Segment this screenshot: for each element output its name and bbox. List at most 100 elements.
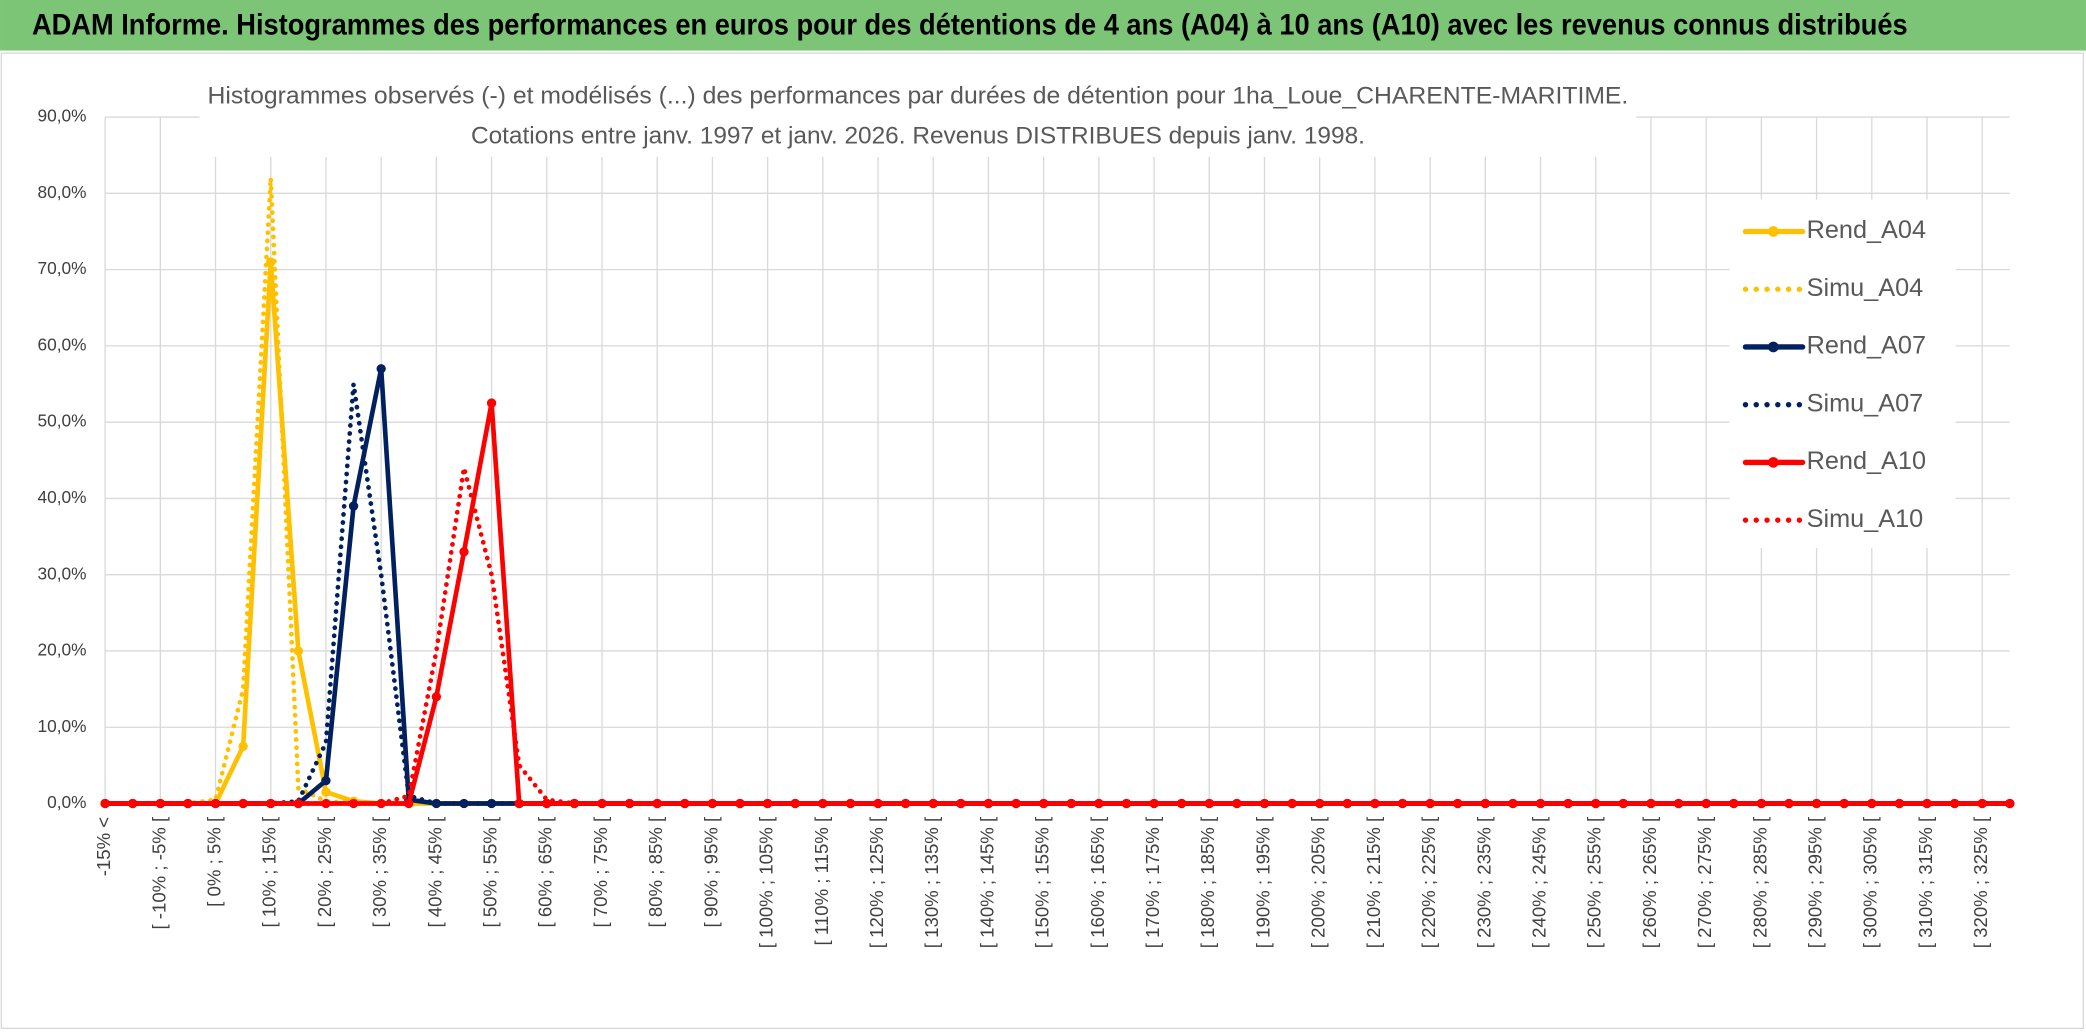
x-tick-label: [ 300% ; 305% [ [1860, 816, 1881, 948]
x-tick-label: [ 210% ; 215% [ [1363, 816, 1384, 948]
x-tick-label: [ 70% ; 75% [ [590, 816, 611, 928]
point [210, 798, 221, 809]
point [1039, 798, 1049, 809]
x-tick-label: [ 310% ; 315% [ [1915, 816, 1936, 948]
x-tick-label: [ 130% ; 135% [ [921, 816, 942, 948]
chart-border [0, 52, 2084, 1030]
x-tick-label: [ 190% ; 195% [ [1252, 816, 1273, 948]
legend-marker [1768, 457, 1779, 468]
x-tick-label: [ 50% ; 55% [ [480, 816, 501, 928]
x-tick-label: -15% < [93, 817, 114, 876]
x-tick-label: [ 270% ; 275% [ [1694, 816, 1715, 948]
legend-label: Simu_A07 [1807, 389, 1924, 417]
legend-label: Simu_A04 [1807, 274, 1924, 302]
point [1867, 798, 1877, 809]
legend-marker [1768, 226, 1779, 237]
x-tick-label: [ 80% ; 85% [ [645, 816, 666, 928]
point [1729, 798, 1739, 809]
x-tick-label: [ 170% ; 175% [ [1142, 816, 1163, 948]
header-title: ADAM Informe. Histogrammes des performan… [32, 9, 1908, 41]
x-tick-label: [ 220% ; 225% [ [1418, 816, 1439, 948]
point [1177, 798, 1187, 809]
point [486, 798, 497, 809]
x-tick-label: [ 250% ; 255% [ [1584, 816, 1605, 948]
x-tick-label: [ 30% ; 35% [ [369, 816, 390, 928]
x-tick-label: [ 240% ; 245% [ [1528, 816, 1549, 948]
x-tick-label: [ 100% ; 105% [ [756, 816, 777, 948]
point [514, 798, 524, 809]
point [762, 798, 773, 809]
x-tick-label: [ 90% ; 95% [ [700, 816, 721, 928]
series-line [102, 381, 2013, 806]
point [459, 547, 469, 557]
x-tick-label: [ 110% ; 115% [ [811, 816, 832, 945]
x-tick-label: [ 260% ; 265% [ [1639, 816, 1660, 948]
x-tick-label: [ 0% ; 5% [ [203, 816, 224, 907]
y-tick-label: 70,0% [37, 258, 86, 278]
point [486, 398, 497, 408]
point [1315, 798, 1325, 809]
point [1508, 798, 1518, 809]
legend-label: Rend_A10 [1807, 447, 1926, 475]
x-tick-label: [ 140% ; 145% [ [976, 816, 997, 948]
legend-label: Rend_A07 [1807, 332, 1926, 360]
point [900, 798, 911, 809]
title-box [199, 77, 1637, 157]
point [376, 364, 386, 374]
point [1370, 798, 1380, 809]
point [1453, 798, 1463, 809]
chart-title: Histogrammes observés (-) et modélisés (… [208, 82, 1629, 109]
y-tick-label: 20,0% [37, 640, 86, 660]
series-line [102, 465, 2013, 806]
x-tick-label: [ 10% ; 15% [ [259, 816, 280, 928]
y-tick-label: 10,0% [37, 716, 86, 736]
point [1646, 798, 1656, 809]
legend-box [1729, 199, 1956, 549]
x-tick-label: [ 320% ; 325% [ [1970, 816, 1991, 948]
point [321, 787, 331, 797]
x-tick-label: [ 280% ; 285% [ [1749, 816, 1770, 948]
x-tick-label: [ 150% ; 155% [ [1032, 816, 1053, 948]
point [956, 798, 966, 809]
x-tick-label: [ -10% ; -5% [ [148, 816, 169, 930]
legend-marker [1768, 341, 1779, 353]
x-tick-label: [ 20% ; 25% [ [314, 816, 335, 928]
x-tick-label: [ 60% ; 65% [ [535, 816, 556, 928]
y-tick-label: 50,0% [37, 411, 86, 431]
chart-subtitle: Cotations entre janv. 1997 et janv. 2026… [471, 122, 1365, 149]
point [321, 775, 331, 786]
point [818, 798, 828, 809]
y-tick-label: 90,0% [37, 106, 86, 126]
point [266, 798, 276, 809]
point [1922, 798, 1932, 809]
legend-label: Rend_A04 [1807, 216, 1926, 244]
x-tick-label: [ 180% ; 185% [ [1197, 816, 1218, 948]
point [348, 798, 359, 809]
point [238, 741, 248, 751]
x-tick-label: [ 200% ; 205% [ [1308, 816, 1329, 948]
x-tick-label: [ 120% ; 125% [ [866, 816, 887, 948]
y-tick-label: 30,0% [37, 563, 86, 583]
y-tick-label: 60,0% [37, 334, 86, 354]
header-bar [0, 0, 2086, 51]
point [128, 798, 138, 809]
x-tick-label: [ 230% ; 235% [ [1473, 816, 1494, 948]
y-tick-label: 40,0% [37, 487, 86, 507]
point [1094, 798, 1104, 809]
x-tick-label: [ 160% ; 165% [ [1087, 816, 1108, 948]
y-tick-label: 80,0% [37, 182, 86, 202]
legend-label: Simu_A10 [1807, 505, 1924, 533]
point [680, 798, 690, 809]
x-tick-label: [ 290% ; 295% [ [1805, 816, 1826, 948]
x-tick-label: [ 40% ; 45% [ [424, 816, 445, 928]
point [1591, 798, 1601, 809]
point [293, 646, 304, 656]
point [1784, 798, 1794, 809]
point [2005, 798, 2015, 809]
point [1232, 798, 1242, 809]
point [348, 501, 359, 511]
point [431, 692, 442, 702]
point [542, 798, 552, 809]
y-tick-label: 0,0% [47, 792, 86, 812]
